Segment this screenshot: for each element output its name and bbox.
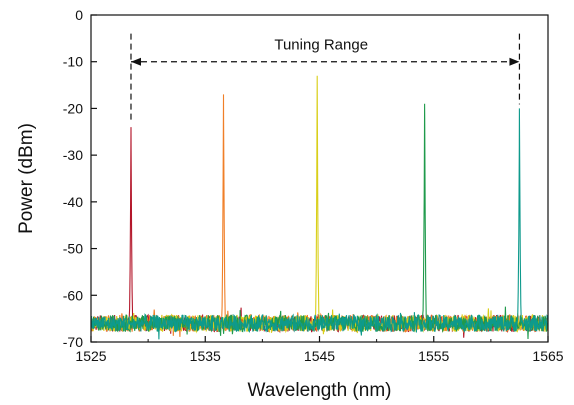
tuning-range-annotation: Tuning Range: [130, 33, 521, 124]
y-tick-label: -70: [63, 334, 83, 350]
x-axis-title: Wavelength (nm): [248, 380, 392, 401]
y-tick-label: -40: [63, 194, 83, 210]
arrow-head-right-icon: [509, 57, 520, 66]
y-tick-label: -30: [63, 147, 83, 163]
plot-layer: [91, 75, 548, 340]
arrow-head-left-icon: [130, 57, 141, 66]
y-tick-label: 0: [75, 7, 83, 23]
y-tick-label: -60: [63, 287, 83, 303]
x-tick-label: 1565: [532, 348, 563, 364]
x-tick-label: 1545: [304, 348, 335, 364]
tuning-range-label: Tuning Range: [274, 37, 368, 54]
y-axis-title: Power (dBm): [16, 123, 37, 234]
y-tick-label: -20: [63, 100, 83, 116]
x-tick-label: 1525: [75, 348, 106, 364]
x-tick-label: 1535: [190, 348, 221, 364]
y-tick-label: -50: [63, 241, 83, 257]
spectrum-series-5: [91, 108, 548, 340]
spectrum-series-4: [91, 103, 548, 340]
spectrum-series-2: [91, 94, 548, 337]
spectrum-series-3: [91, 75, 548, 335]
y-axis: 0 -10 -20 -30 -40 -50 -60 -70: [63, 7, 97, 350]
x-tick-label: 1555: [418, 348, 449, 364]
plot-frame: [90, 14, 549, 343]
y-tick-label: -10: [63, 54, 83, 70]
x-axis: 1525 1535 1545 1555 1565: [75, 336, 564, 364]
